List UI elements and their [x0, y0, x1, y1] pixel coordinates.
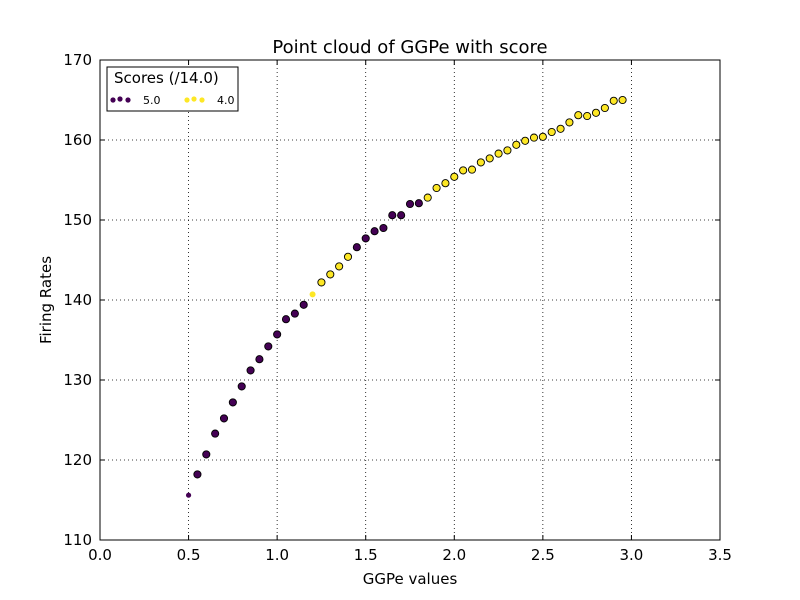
data-point-4-0	[309, 291, 316, 298]
y-tick-label: 110	[63, 531, 92, 549]
y-axis-label: Firing Rates	[37, 256, 55, 344]
x-tick-label: 1.0	[265, 546, 289, 564]
data-point-5-0	[370, 227, 379, 236]
data-point-4-0	[432, 183, 441, 193]
data-point-4-0	[512, 140, 521, 149]
data-point-4-0	[326, 270, 335, 279]
data-point-5-0	[414, 199, 423, 208]
data-point-4-0	[538, 132, 547, 141]
x-axis-label: GGPe values	[363, 570, 458, 588]
legend-marker	[125, 97, 131, 103]
data-point-4-0	[618, 95, 627, 105]
legend-marker	[184, 97, 190, 103]
x-tick-label: 0.0	[88, 546, 112, 564]
x-tick-label: 2.0	[442, 546, 466, 564]
x-tick-label: 3.5	[708, 546, 732, 564]
data-point-4-0	[529, 133, 539, 142]
data-point-5-0	[255, 355, 264, 364]
data-point-5-0	[237, 382, 246, 391]
data-point-4-0	[609, 96, 618, 105]
x-tick-label: 2.5	[531, 546, 555, 564]
x-tick-label: 1.5	[354, 546, 378, 564]
legend-title: Scores (/14.0)	[114, 69, 219, 87]
legend-marker	[117, 96, 123, 102]
data-points	[185, 95, 627, 498]
axis-ticks: 0.0 0.5 1.0 1.5 2.0 2.5 3.0 3.5 110 120 130 140 150 1…	[63, 51, 732, 564]
x-tick-label: 3.0	[619, 546, 643, 564]
data-point-4-0	[450, 172, 459, 181]
data-point-5-0	[264, 342, 273, 351]
data-point-5-0	[388, 211, 397, 220]
data-point-4-0	[600, 103, 609, 113]
data-point-5-0	[211, 429, 220, 438]
data-point-5-0	[397, 211, 406, 220]
data-point-4-0	[441, 179, 450, 188]
data-point-4-0	[574, 111, 583, 120]
data-point-4-0	[547, 127, 556, 137]
chart-title: Point cloud of GGPe with score	[272, 37, 547, 58]
data-point-4-0	[343, 252, 353, 261]
y-tick-label: 160	[63, 131, 92, 149]
data-point-5-0	[361, 234, 370, 243]
y-tick-label: 150	[63, 211, 92, 229]
data-point-5-0	[193, 470, 202, 479]
y-tick-label: 130	[63, 371, 92, 389]
data-point-5-0	[379, 223, 388, 233]
data-point-5-0	[352, 243, 361, 252]
legend-marker	[199, 97, 205, 103]
legend: Scores (/14.0) 5.0 4.0	[106, 66, 239, 112]
data-point-4-0	[521, 136, 530, 145]
data-point-5-0	[202, 450, 211, 459]
data-point-4-0	[565, 118, 574, 127]
data-point-4-0	[591, 108, 601, 117]
legend-entries: 5.0 4.0	[110, 94, 235, 107]
legend-label: 4.0	[217, 94, 235, 107]
data-point-4-0	[317, 278, 326, 287]
legend-marker	[110, 97, 116, 103]
data-point-4-0	[485, 154, 494, 163]
data-point-5-0	[246, 366, 255, 375]
legend-label: 5.0	[143, 94, 161, 107]
legend-box	[106, 66, 239, 112]
y-tick-label: 120	[63, 451, 92, 469]
data-point-5-0	[405, 199, 415, 209]
data-point-4-0	[503, 146, 512, 155]
data-point-4-0	[423, 193, 432, 202]
data-point-5-0	[290, 309, 299, 318]
data-point-5-0	[273, 330, 282, 339]
data-point-5-0	[281, 315, 291, 324]
x-tick-label: 0.5	[177, 546, 201, 564]
y-tick-label: 170	[63, 51, 92, 69]
data-point-4-0	[335, 262, 344, 271]
data-point-5-0	[185, 492, 192, 498]
y-tick-label: 140	[63, 291, 92, 309]
data-point-4-0	[459, 166, 468, 175]
data-point-4-0	[494, 149, 503, 158]
data-point-5-0	[219, 414, 229, 423]
data-point-4-0	[556, 124, 565, 133]
legend-marker	[191, 96, 197, 102]
data-point-4-0	[476, 158, 485, 167]
grid-lines	[100, 60, 720, 540]
data-point-4-0	[583, 111, 592, 121]
data-point-5-0	[299, 300, 308, 309]
data-point-5-0	[228, 398, 237, 407]
data-point-4-0	[467, 165, 477, 174]
